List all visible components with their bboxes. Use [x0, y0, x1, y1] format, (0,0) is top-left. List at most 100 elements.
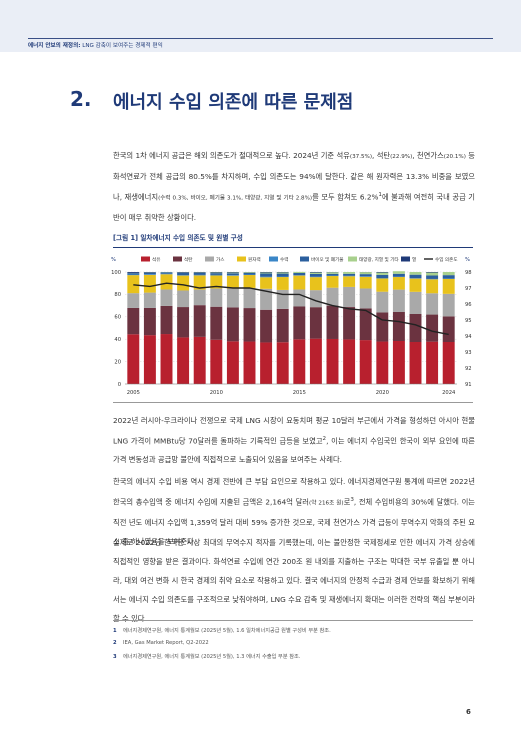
- bar-2010-5: [210, 273, 223, 275]
- bar-2005-2: [127, 293, 140, 308]
- bar-2008-7: [177, 272, 190, 273]
- energy-dependence-chart: 석유 석탄 가스 원자력 수력 바이오 및 폐기물 태양광, 지열 및 기타 열 수입 의존도 …: [111, 256, 472, 396]
- bar-2006-2: [143, 292, 156, 308]
- bar-2010-1: [210, 306, 223, 340]
- bar-2012-1: [243, 308, 256, 342]
- header-divider: [28, 38, 493, 39]
- running-header-section: 에너지 안보의 재정의:: [28, 43, 81, 49]
- bar-2017-1: [326, 305, 339, 339]
- bar-2019-1: [359, 308, 372, 341]
- legend-label-6: 태양광, 지열 및 기타: [359, 256, 399, 263]
- chart-bars: [127, 271, 455, 384]
- bar-2023-5: [426, 275, 439, 279]
- bar-2014-1: [276, 308, 289, 343]
- bar-2015-2: [293, 289, 306, 307]
- bar-2016-0: [309, 338, 322, 384]
- bar-2022-3: [409, 278, 422, 292]
- bar-2014-2: [276, 289, 289, 309]
- legend-label-1: 석탄: [184, 256, 193, 263]
- bar-2020-1: [376, 312, 389, 342]
- bar-2012-3: [243, 275, 256, 288]
- legend-swatch-2: [205, 256, 214, 262]
- bar-2011-3: [226, 275, 239, 289]
- bar-2011-0: [226, 341, 239, 384]
- bar-2007-2: [160, 289, 173, 306]
- bar-2013-7: [260, 272, 273, 273]
- bar-2009-3: [193, 275, 206, 290]
- y-tick-left-60: 60: [114, 315, 121, 321]
- chart-gridlines: [125, 271, 457, 385]
- bar-2012-5: [243, 273, 256, 275]
- bar-2009-7: [193, 272, 206, 273]
- bar-2014-0: [276, 342, 289, 384]
- bar-2024-2: [442, 293, 455, 317]
- legend-swatch-5: [300, 256, 309, 262]
- footnote-1: 1 에너지경제연구원, 에너지 통계월보 (2025년 5월), 1.6 일차에너…: [113, 628, 331, 634]
- bar-2016-1: [309, 307, 322, 339]
- legend-label-4: 수력: [280, 256, 288, 263]
- bar-2010-0: [210, 339, 223, 384]
- bar-2019-3: [359, 276, 372, 289]
- y-tick-right-94: 94: [465, 334, 472, 340]
- paragraph-lng-price: 2022년 러시아-우크라이나 전쟁으로 국제 LNG 시장이 요동치며 평균 …: [113, 416, 475, 465]
- bar-2024-5: [442, 275, 455, 279]
- bar-2008-2: [177, 290, 190, 308]
- bar-2013-1: [260, 309, 273, 343]
- bar-2014-6: [276, 272, 289, 274]
- footnote-ref-2: 2: [322, 436, 327, 442]
- page-number: 6: [466, 708, 471, 716]
- y-tick-left-100: 100: [111, 270, 121, 276]
- footnote-ref-1: 1: [378, 192, 382, 198]
- chart-bottom-rule: [113, 402, 473, 403]
- paragraph-trade-deficit: 실제로 2022년 한국은 사상 최대의 무역수지 적자를 기록했는데, 이는 …: [113, 538, 475, 623]
- x-tick-2010: 2010: [210, 390, 223, 396]
- bar-2016-3: [309, 277, 322, 291]
- y-tick-right-92: 92: [465, 366, 472, 372]
- legend-label-8: 수입 의존도: [435, 256, 458, 263]
- bar-2017-0: [326, 338, 339, 384]
- bar-2012-0: [243, 341, 256, 384]
- bar-2020-7: [376, 272, 389, 273]
- bar-2019-6: [359, 272, 372, 275]
- legend-label-5: 바이오 및 폐기물: [311, 256, 344, 263]
- legend-swatch-0: [141, 256, 150, 262]
- bar-2021-6: [392, 271, 405, 274]
- legend-label-7: 열: [412, 256, 416, 263]
- bar-2022-6: [409, 272, 422, 275]
- figure-title: [그림 1] 일차에너지 수입 의존도 및 원별 구성: [113, 234, 243, 242]
- bar-2012-6: [243, 272, 256, 274]
- bar-2006-1: [143, 307, 156, 336]
- bar-2011-6: [226, 272, 239, 274]
- bar-2024-3: [442, 278, 455, 294]
- bar-2013-0: [260, 342, 273, 384]
- x-tick-2024: 2024: [442, 390, 456, 396]
- figure-title-rule: [113, 247, 473, 248]
- legend-swatch-1: [173, 256, 182, 262]
- legend-label-2: 가스: [216, 256, 224, 263]
- bar-2005-4: [127, 274, 140, 276]
- y-tick-right-91: 91: [465, 382, 472, 388]
- import-dependence-line: [133, 282, 449, 336]
- bar-2009-1: [193, 305, 206, 337]
- x-tick-2005: 2005: [127, 390, 140, 396]
- bar-2015-5: [293, 273, 306, 276]
- bar-2020-0: [376, 341, 389, 384]
- bar-2006-5: [143, 272, 156, 275]
- bar-2009-2: [193, 289, 206, 306]
- intro-paragraph: 한국의 1차 에너지 공급은 해외 의존도가 절대적으로 높다. 2024년 기…: [113, 151, 475, 223]
- x-tick-2020: 2020: [376, 390, 389, 396]
- bar-2019-2: [359, 288, 372, 309]
- bar-2016-7: [309, 272, 322, 273]
- bar-2023-1: [426, 314, 439, 342]
- bar-2008-3: [177, 275, 190, 291]
- bar-2011-2: [226, 288, 239, 308]
- bar-2005-5: [127, 273, 140, 275]
- bar-2022-5: [409, 274, 422, 279]
- bar-2017-6: [326, 272, 339, 274]
- running-header: 에너지 안보의 재정의: LNG 감축이 보여주는 경제적 편익: [28, 41, 163, 49]
- y-unit-left: %: [111, 257, 116, 263]
- y-tick-right-95: 95: [465, 318, 472, 324]
- bar-2016-6: [309, 272, 322, 274]
- bar-2015-6: [293, 271, 306, 274]
- bar-2005-1: [127, 307, 140, 335]
